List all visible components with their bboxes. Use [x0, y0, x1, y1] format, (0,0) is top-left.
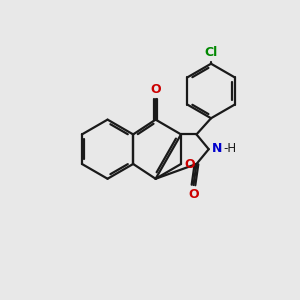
Text: O: O	[184, 158, 195, 171]
Text: -H: -H	[224, 142, 237, 155]
Text: O: O	[150, 83, 161, 96]
Text: O: O	[188, 188, 199, 201]
Text: Cl: Cl	[204, 46, 218, 59]
Text: N: N	[212, 142, 222, 155]
